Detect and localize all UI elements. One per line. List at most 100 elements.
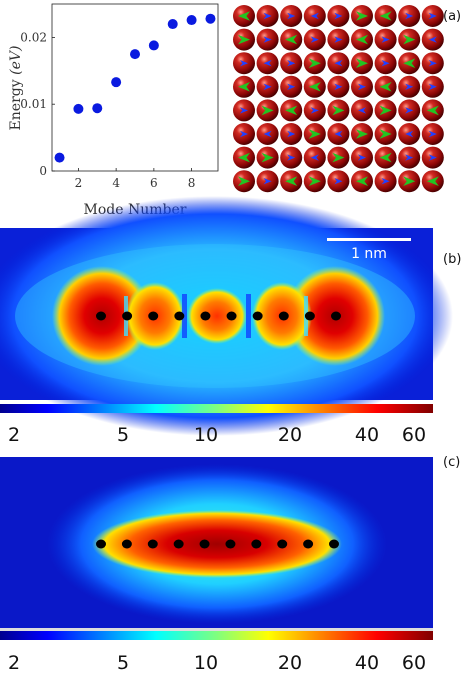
- moment-arrow: [240, 107, 248, 114]
- chain-atom: [96, 311, 106, 321]
- chain-atom: [121, 539, 132, 549]
- chain-atom: [329, 539, 339, 549]
- chain-atom: [174, 311, 185, 321]
- moment-arrow: [426, 176, 439, 186]
- moment-arrow: [308, 129, 321, 139]
- chain-atom: [122, 311, 133, 321]
- x-tick-label: 6: [150, 176, 158, 190]
- chain-atom: [226, 311, 237, 321]
- moment-arrow: [261, 152, 274, 163]
- chain-atom: [148, 311, 159, 321]
- moment-arrow: [287, 130, 296, 138]
- colorbar-c-tick: 10: [194, 652, 218, 674]
- moment-arrow: [379, 11, 392, 21]
- moment-arrow: [287, 154, 296, 161]
- map-c-inner-lobe: [92, 510, 342, 578]
- moment-arrow: [379, 152, 392, 163]
- panel-label-c: (c): [443, 455, 460, 470]
- chain-atom: [200, 311, 211, 321]
- divider-c: [0, 628, 433, 631]
- moment-arrow: [310, 154, 319, 161]
- colorbar-c-tick: 20: [278, 652, 302, 674]
- scale-bar-label: 1 nm: [351, 246, 387, 262]
- moment-arrow: [403, 176, 416, 186]
- x-tick-label: 8: [188, 176, 196, 190]
- moment-arrow: [261, 105, 274, 116]
- chain-atom: [199, 539, 210, 549]
- moment-arrow: [332, 105, 345, 116]
- moment-arrow: [238, 11, 250, 21]
- moment-arrow: [310, 107, 319, 114]
- moment-arrow: [358, 107, 366, 114]
- moment-arrow: [428, 12, 437, 20]
- moment-arrow: [310, 36, 319, 43]
- moment-arrow: [379, 129, 392, 139]
- data-point: [186, 15, 197, 26]
- moment-arrow: [381, 36, 390, 43]
- moment-arrow: [308, 82, 321, 92]
- colorbar-c-tick: 2: [8, 652, 20, 674]
- moment-arrow: [263, 12, 272, 20]
- colorbar-c-tick: 40: [355, 652, 379, 674]
- moment-arrow: [308, 58, 321, 68]
- data-point: [148, 40, 159, 51]
- moment-arrow: [381, 178, 390, 185]
- y-tick-label: 0: [39, 164, 47, 178]
- chain-atom: [304, 311, 315, 321]
- moment-arrow: [428, 36, 437, 43]
- chain-atom: [331, 311, 341, 321]
- x-tick-label: 4: [112, 176, 120, 190]
- chain-atom: [96, 539, 106, 549]
- map-b-lobe-center: [187, 288, 247, 344]
- colorbar-b-tick: 20: [278, 424, 302, 446]
- field-map-b: 1 nm: [0, 196, 453, 436]
- moment-arrow: [238, 34, 250, 45]
- moment-arrow: [310, 12, 319, 20]
- colorbar-b-tick: 2: [8, 424, 20, 446]
- colorbar-b-tick: 5: [117, 424, 129, 446]
- colorbar-b-tick: 40: [355, 424, 379, 446]
- moment-arrow: [285, 34, 298, 45]
- moment-arrow: [287, 60, 296, 67]
- moment-arrow: [263, 36, 272, 43]
- moment-arrow: [334, 130, 343, 138]
- moment-arrow: [287, 83, 296, 90]
- data-point: [54, 152, 65, 163]
- colorbar-b-ticks: 2 5 10 20 40 60: [8, 424, 426, 446]
- moment-arrow: [334, 36, 343, 43]
- moment-arrow: [334, 83, 343, 90]
- moment-arrow: [405, 154, 414, 161]
- moment-arrow: [285, 105, 298, 116]
- moment-arrow: [405, 12, 414, 20]
- moment-arrow: [238, 82, 250, 92]
- moment-arrow: [240, 130, 248, 138]
- data-point: [130, 49, 140, 60]
- x-tick-label: 2: [75, 176, 83, 190]
- data-point: [205, 13, 216, 24]
- chain-atom: [251, 539, 262, 549]
- moment-arrow: [263, 60, 272, 67]
- data-point: [92, 103, 103, 114]
- colorbar-b: [0, 404, 433, 413]
- panel-label-b: (b): [443, 252, 461, 267]
- plot-frame: [51, 3, 219, 172]
- moment-arrow: [403, 58, 416, 68]
- chain-atom: [225, 539, 236, 549]
- colorbar-c-tick: 60: [402, 652, 426, 674]
- colorbar-c-ticks: 2 5 10 20 40 60: [8, 652, 426, 674]
- moment-arrow: [358, 154, 366, 161]
- moment-arrow: [405, 130, 414, 138]
- moment-arrow: [428, 83, 437, 90]
- moment-arrow: [332, 152, 345, 163]
- moment-arrow: [405, 83, 414, 90]
- moment-arrow: [356, 34, 368, 45]
- chain-atom: [173, 539, 184, 549]
- moment-arrow: [356, 176, 368, 186]
- moment-arrow: [238, 152, 250, 163]
- moment-arrow: [379, 82, 392, 92]
- moment-arrow: [334, 12, 343, 20]
- colorbar-c: [0, 631, 433, 640]
- chain-atom: [147, 539, 158, 549]
